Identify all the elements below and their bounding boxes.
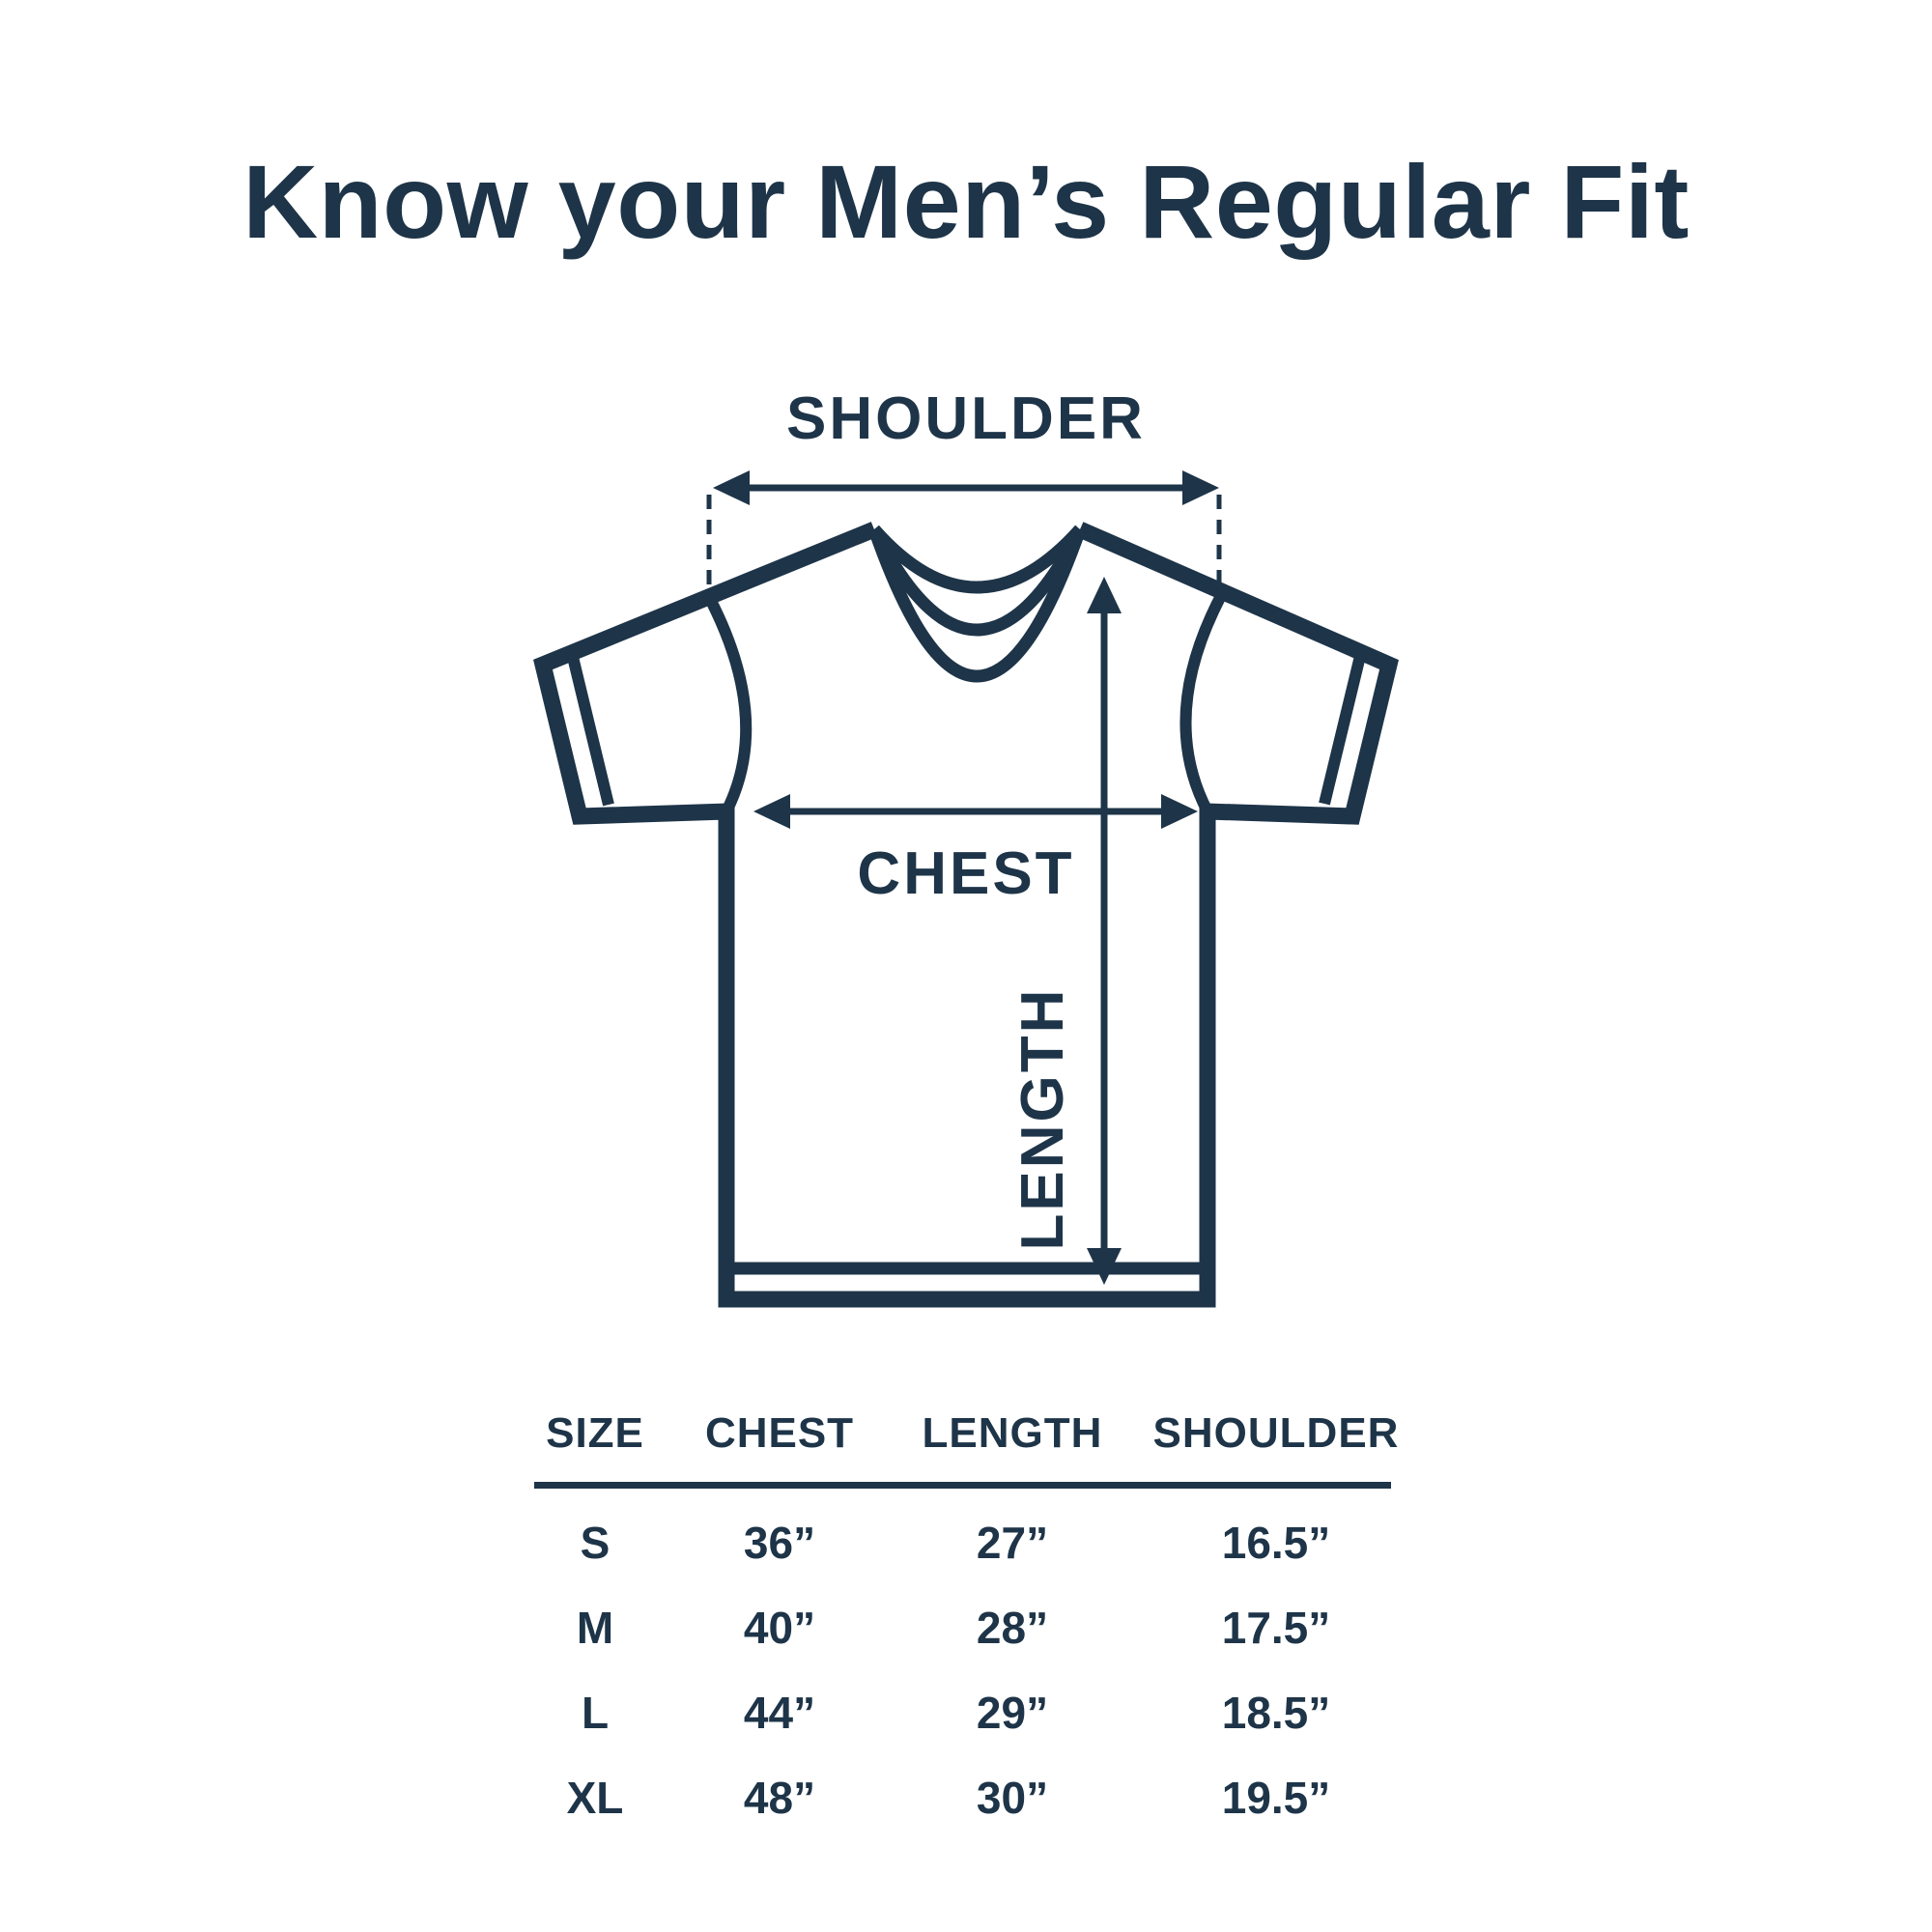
collar-arcs	[867, 525, 1087, 683]
cell-length: 27”	[976, 1518, 1049, 1568]
chest-dimension-arrow	[753, 794, 1198, 829]
shoulder-extension-lines	[706, 495, 1222, 591]
cell-size: XL	[566, 1773, 624, 1823]
cell-size: M	[576, 1603, 614, 1653]
cell-length: 28”	[976, 1603, 1049, 1653]
table-row: S 36” 27” 16.5”	[534, 1500, 1431, 1585]
cell-size: S	[580, 1518, 611, 1568]
size-table-body: S 36” 27” 16.5” M 40” 28” 17.5” L 44” 29…	[534, 1500, 1431, 1840]
chest-dimension-label: CHEST	[857, 840, 1075, 907]
cell-shoulder: 17.5”	[1221, 1603, 1331, 1653]
size-table: SIZE CHEST LENGTH SHOULDER S 36” 27” 16.…	[534, 1410, 1431, 1840]
length-dimension-label: LENGTH	[1009, 986, 1076, 1251]
shoulder-dimension-arrow	[713, 470, 1219, 505]
cell-shoulder: 18.5”	[1221, 1688, 1331, 1738]
cell-shoulder: 19.5”	[1221, 1773, 1331, 1823]
cell-chest: 40”	[743, 1603, 816, 1653]
table-row: M 40” 28” 17.5”	[534, 1585, 1431, 1670]
cell-chest: 48”	[743, 1773, 816, 1823]
length-dimension-arrow	[1087, 577, 1122, 1285]
cell-length: 30”	[976, 1773, 1049, 1823]
armhole-seams	[703, 589, 1229, 814]
table-header-rule	[534, 1482, 1391, 1489]
size-table-header-row: SIZE CHEST LENGTH SHOULDER	[534, 1410, 1431, 1457]
header-chest: CHEST	[704, 1409, 855, 1457]
header-shoulder: SHOULDER	[1152, 1409, 1400, 1457]
page-title: Know your Men’s Regular Fit	[242, 143, 1690, 260]
cell-chest: 36”	[743, 1518, 816, 1568]
cell-length: 29”	[976, 1688, 1049, 1738]
shoulder-dimension-label: SHOULDER	[786, 385, 1146, 452]
cell-chest: 44”	[743, 1688, 816, 1738]
table-row: L 44” 29” 18.5”	[534, 1670, 1431, 1755]
cell-shoulder: 16.5”	[1221, 1518, 1331, 1568]
cell-size: L	[581, 1688, 610, 1738]
sleeve-cuff-bands	[566, 650, 1367, 807]
table-row: XL 48” 30” 19.5”	[534, 1755, 1431, 1840]
header-size: SIZE	[546, 1409, 644, 1457]
header-length: LENGTH	[922, 1409, 1103, 1457]
tshirt-outline	[533, 522, 1399, 1308]
